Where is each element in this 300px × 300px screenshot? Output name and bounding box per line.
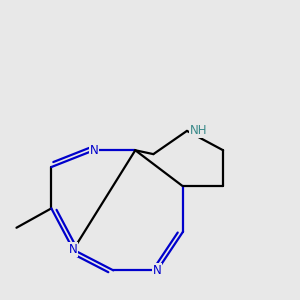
Text: N: N [90, 144, 98, 157]
Text: N: N [153, 264, 162, 277]
Text: N: N [69, 243, 78, 256]
Text: NH: NH [189, 124, 207, 137]
